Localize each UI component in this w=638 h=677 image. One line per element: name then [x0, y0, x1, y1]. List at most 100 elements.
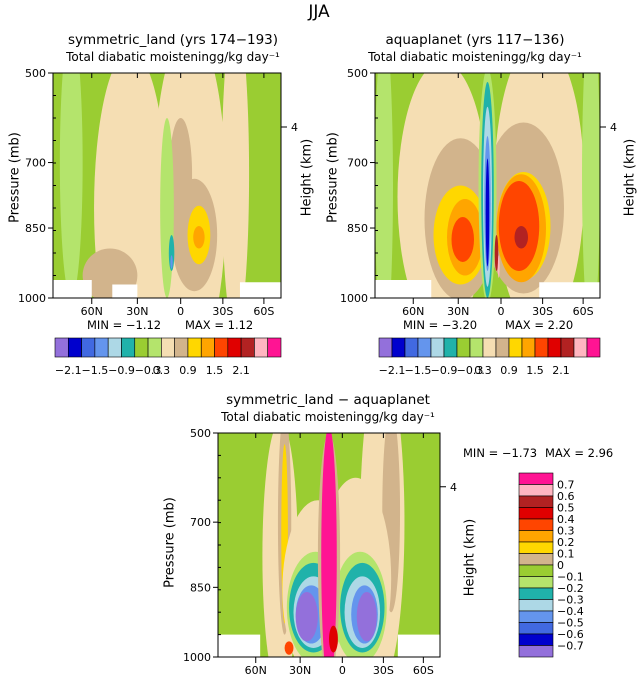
panel1-colorbar-label: −0.3	[135, 364, 162, 377]
panel1-colorbar-box	[200, 337, 215, 358]
panel1-colorbar-box	[94, 337, 109, 358]
panel2-colorbar-label: 0.9	[500, 364, 518, 377]
panel1-colorbar-label: 1.5	[206, 364, 224, 377]
panel2-colorbar-label: −0.3	[457, 364, 484, 377]
panel2-colorbar-box	[391, 337, 406, 358]
panel3-height-tick-label: 4	[450, 481, 457, 494]
panel2-contour-region	[497, 255, 500, 278]
panel2-contour-region	[485, 158, 490, 267]
panel2-contour-region	[451, 217, 474, 262]
panel3-colorbar-label: −0.5	[557, 617, 584, 630]
panel1-xtick-label: 60N	[81, 305, 103, 318]
panel1-colorbar-box	[67, 337, 82, 358]
panel3-ytick-label: 1000	[183, 651, 211, 664]
panel3-max: MAX = 2.96	[545, 446, 614, 460]
panel2-xtick-label: 0	[498, 305, 505, 318]
panel3-colorbar-box	[518, 610, 554, 623]
panel3-colorbar-label: 0.6	[557, 490, 575, 503]
panel2-colorbar-label: −2.1	[379, 364, 406, 377]
panel1-title: symmetric_land (yrs 174−193)	[67, 32, 279, 48]
panel1-ytick-label: 500	[25, 67, 46, 80]
panel1-colorbar-box	[107, 337, 122, 358]
panel3-xtick-label: 60N	[245, 664, 267, 677]
panel1-surface-mask	[112, 284, 138, 298]
panel1-surface-mask	[239, 282, 281, 298]
panel2-colorbar-box	[521, 337, 536, 358]
panel3-colorbar-box	[518, 472, 554, 485]
panel1-colorbar-box	[254, 337, 269, 358]
panel2-colorbar-box	[469, 337, 484, 358]
panel1-ytick-label: 700	[25, 157, 46, 170]
panel3-colorbar-label: −0.2	[557, 582, 584, 595]
panel3-contour-region	[356, 592, 377, 642]
panel3-colorbar-label: 0.4	[557, 513, 575, 526]
panel2-colorbar-box	[404, 337, 419, 358]
panel1-colorbar-box	[81, 337, 96, 358]
panel1-colorbar-label: −1.5	[82, 364, 109, 377]
panel1-contour-region	[59, 73, 83, 298]
panel3-ytick-label: 850	[190, 581, 211, 594]
panel2-height-tick-label: 4	[610, 121, 617, 134]
panel1-contour-region	[168, 235, 175, 271]
panel3-colorbar-box	[518, 645, 554, 658]
panel2-ytick-label: 850	[347, 222, 368, 235]
panel1-colorbar-box	[134, 337, 149, 358]
panel1-contour-region	[193, 226, 205, 249]
panel3-colorbar-label: −0.3	[557, 594, 584, 607]
panel2-contour-region	[514, 226, 528, 249]
panel1-colorbar-label: −0.9	[108, 364, 135, 377]
panel2-colorbar-box	[443, 337, 458, 358]
panel1-xtick-label: 30S	[212, 305, 233, 318]
panel3-colorbar-label: 0.7	[557, 479, 575, 492]
panel3-colorbar-box	[518, 541, 554, 554]
panel2-colorbar-box	[378, 337, 393, 358]
panel3-contour-field	[218, 433, 440, 657]
panel1-colorbar-box	[174, 337, 189, 358]
panel1-colorbar-box	[267, 337, 282, 358]
panel3-colorbar-box	[518, 564, 554, 577]
panel2-colorbar-box	[508, 337, 523, 358]
panel3-xtick-label: 30N	[289, 664, 311, 677]
panel3-min: MIN = −1.73	[463, 446, 538, 460]
panel2-colorbar-label: 1.5	[526, 364, 544, 377]
panel1-height-tick-label: 4	[291, 121, 298, 134]
panel1-colorbar-label: 2.1	[232, 364, 250, 377]
panel1-contour-region	[160, 118, 174, 298]
panel3-colorbar-box	[518, 507, 554, 520]
panel2-colorbar-box	[547, 337, 562, 358]
panel2-ytick-label: 500	[347, 67, 368, 80]
panel2-colorbar-box	[573, 337, 588, 358]
panel2-colorbar-box	[560, 337, 575, 358]
panel1-colorbar-label: 0.9	[179, 364, 197, 377]
panel2-colorbar-label: −1.5	[405, 364, 432, 377]
panel3-colorbar-box	[518, 553, 554, 566]
panel3-surface-mask	[397, 634, 440, 657]
panel1-contour-region	[170, 255, 173, 269]
panel2-subtitle: Total diabatic moisteningg/kg day⁻¹	[368, 50, 582, 64]
panel1-subtitle: Total diabatic moisteningg/kg day⁻¹	[66, 50, 280, 64]
panel3-contour-region	[321, 433, 337, 657]
panel2-min: MIN = −3.20	[403, 318, 478, 332]
panel2-colorbar-label: 0.3	[474, 364, 492, 377]
panel1-colorbar-label: 0.3	[153, 364, 171, 377]
panel1-xtick-label: 30N	[126, 305, 148, 318]
panel2-contour-region	[375, 73, 393, 298]
panel2-colorbar-box	[456, 337, 471, 358]
panel1-xtick-label: 60S	[253, 305, 274, 318]
panel2-ytick-label: 700	[347, 157, 368, 170]
panel1-colorbar-box	[54, 337, 69, 358]
panel2-colorbar-box	[430, 337, 445, 358]
panel3-contour-region	[329, 625, 338, 653]
panel1-max: MAX = 1.12	[185, 318, 254, 332]
panel1-surface-mask	[53, 280, 92, 298]
panel1-contour-region	[94, 73, 167, 298]
panel1-colorbar-box	[214, 337, 229, 358]
panel3-title: symmetric_land − aquaplanet	[226, 392, 430, 408]
panel2-colorbar-box	[586, 337, 601, 358]
panel2-xtick-label: 30S	[532, 305, 553, 318]
panel1-colorbar-box	[227, 337, 242, 358]
panel3-colorbar-box	[518, 484, 554, 497]
panel3-colorbar-box	[518, 495, 554, 508]
panel2-contour-region	[498, 181, 540, 271]
panel1-ytick-label: 850	[25, 222, 46, 235]
